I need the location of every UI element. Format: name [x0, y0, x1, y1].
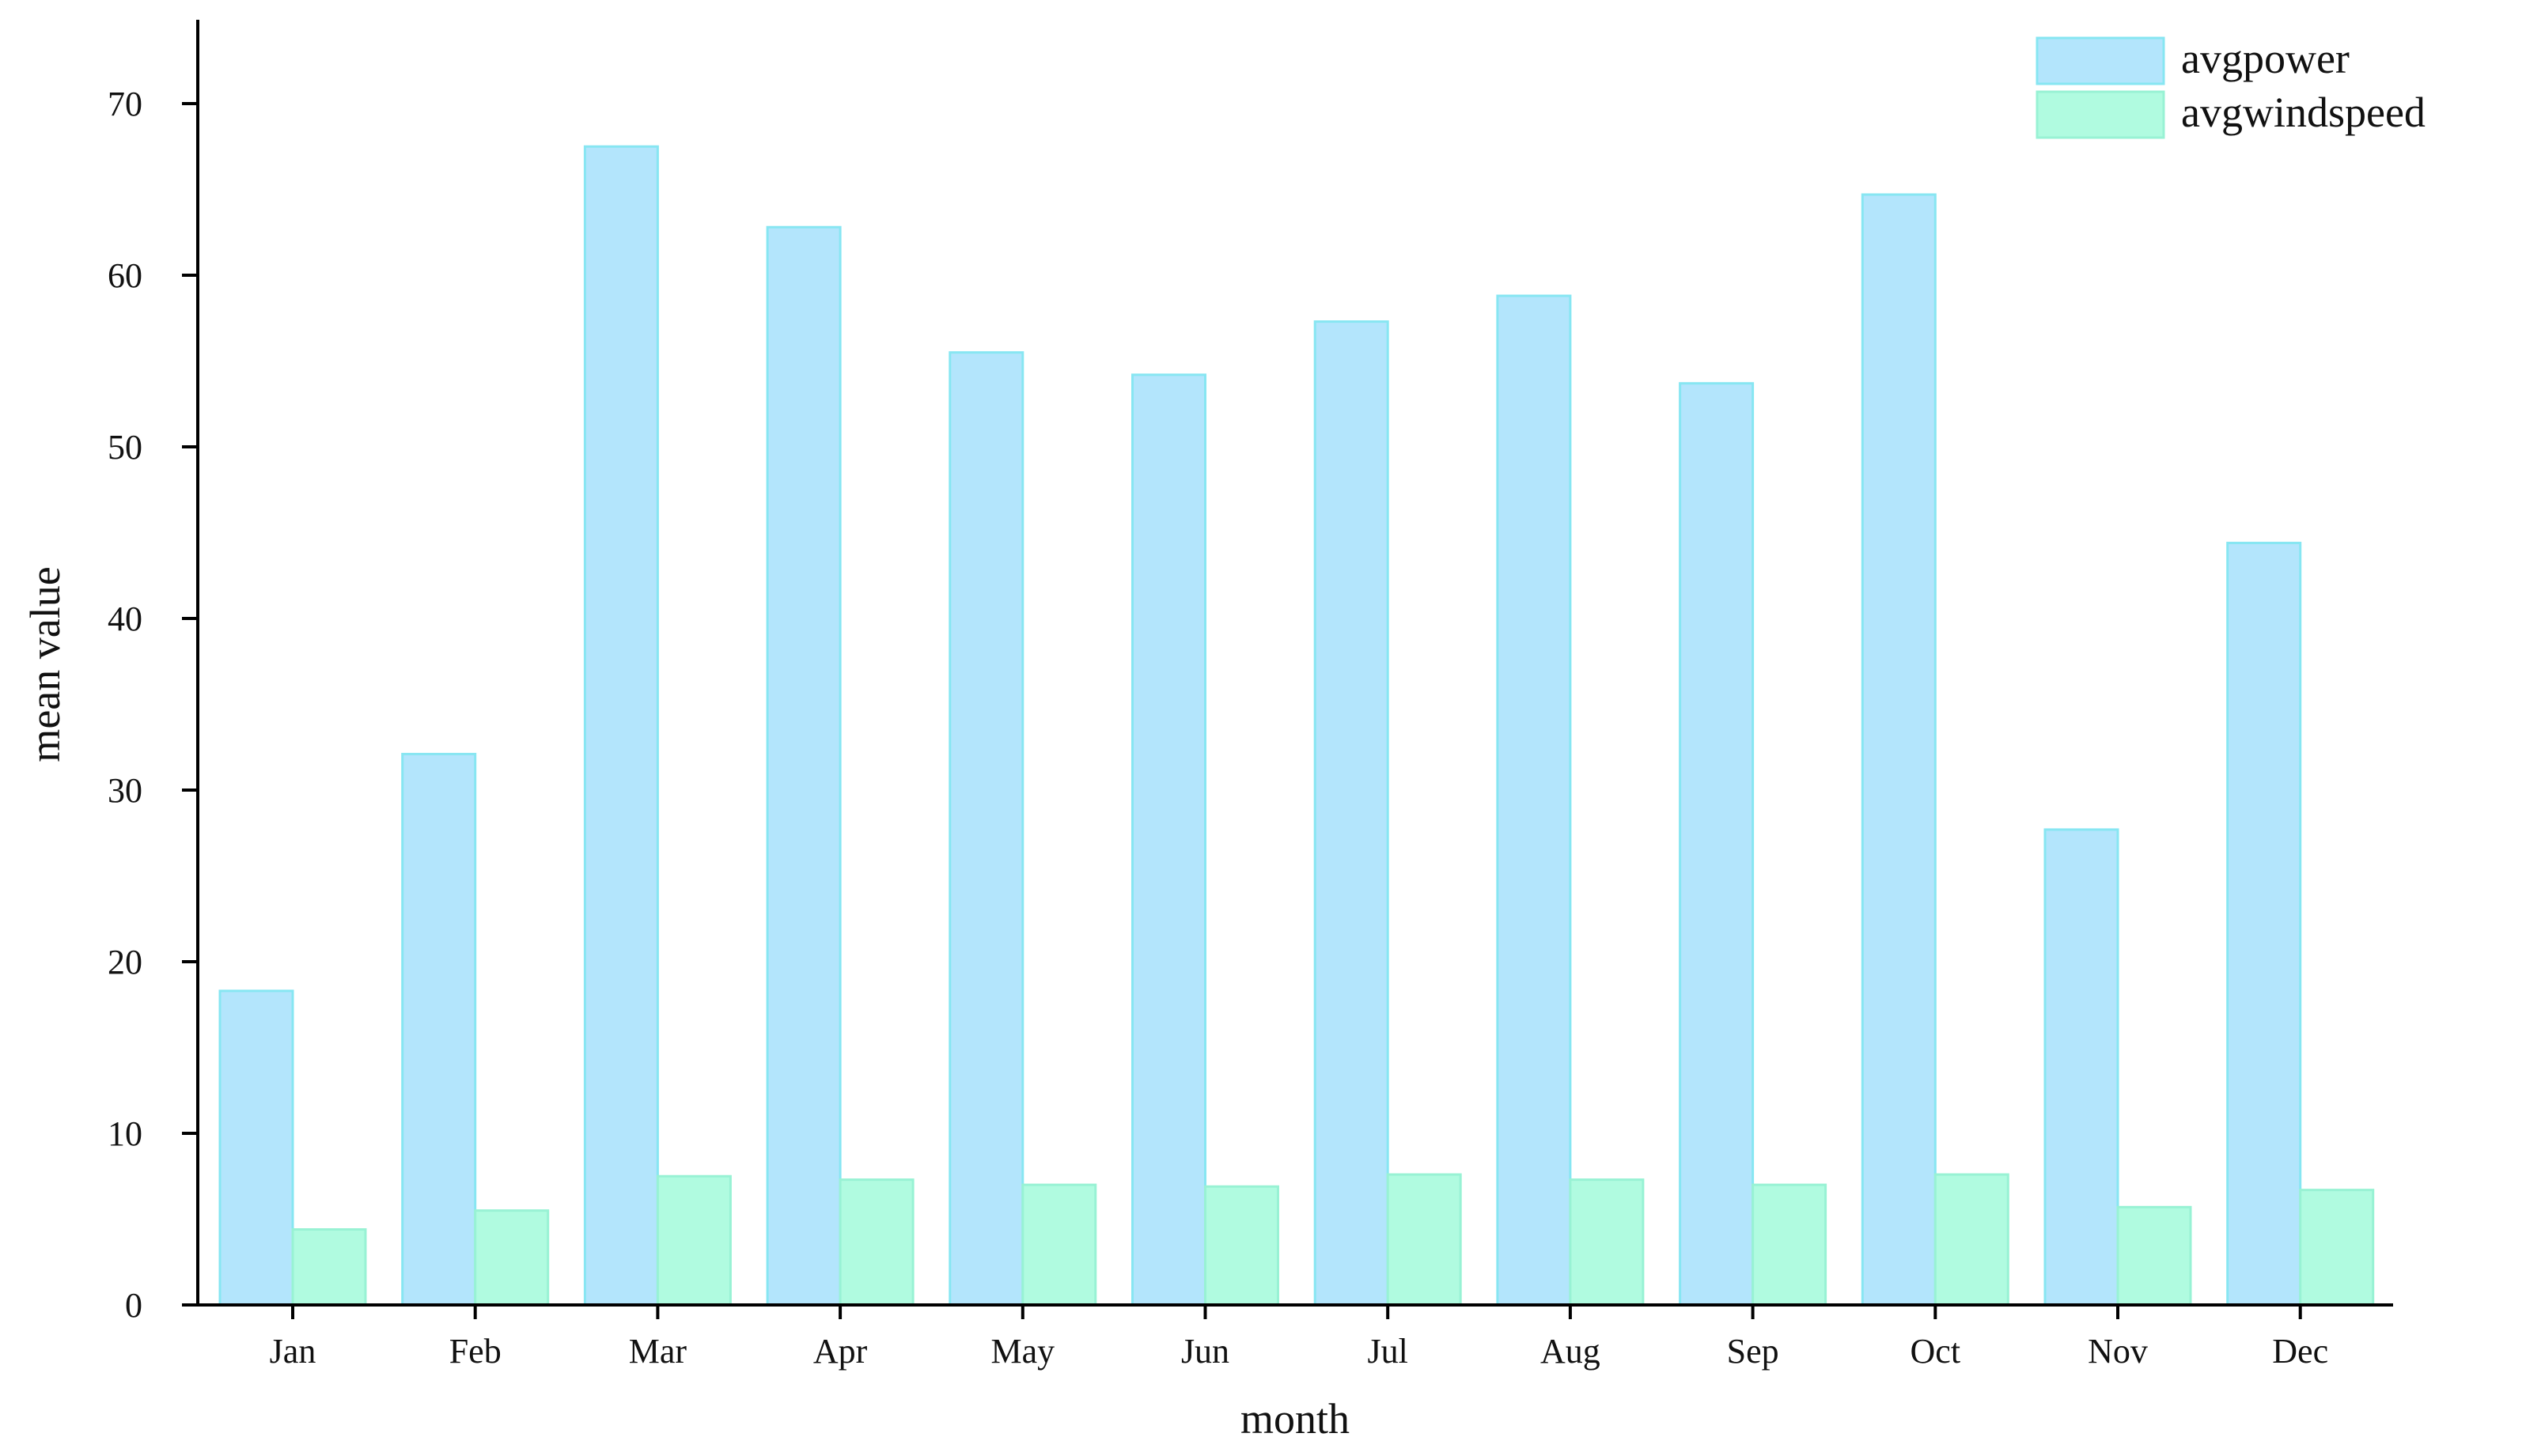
bar-avgwindspeed-jan [291, 1228, 367, 1307]
bar-avgwindspeed-jun [1204, 1185, 1279, 1307]
bar-avgpower-may [949, 351, 1024, 1307]
y-tick-label: 20 [108, 943, 142, 981]
bar-avgpower-aug [1496, 294, 1572, 1307]
bar-avgpower-jun [1131, 373, 1206, 1307]
legend-label-avgwindspeed: avgwindspeed [2181, 89, 2426, 136]
x-tick-label-apr: Apr [813, 1332, 868, 1371]
bar-avgwindspeed-oct [1933, 1173, 2009, 1307]
x-tick-label-aug: Aug [1540, 1332, 1600, 1371]
bar-avgwindspeed-nov [2116, 1205, 2192, 1307]
bar-avgwindspeed-mar [656, 1174, 732, 1307]
x-tick-label-sep: Sep [1727, 1332, 1779, 1371]
bar-avgpower-oct [1861, 193, 1937, 1307]
x-tick-label-jan: Jan [270, 1332, 316, 1371]
x-tick-label-feb: Feb [449, 1332, 502, 1371]
bar-avgpower-apr [766, 225, 842, 1307]
legend: avgpower avgwindspeed [2036, 35, 2426, 139]
x-tick-label-jul: Jul [1368, 1332, 1408, 1371]
legend-label-avgpower: avgpower [2181, 35, 2350, 82]
y-tick-label: 60 [108, 256, 142, 295]
x-tick-label-dec: Dec [2272, 1332, 2328, 1371]
bar-avgwindspeed-feb [474, 1209, 550, 1307]
bar-avgwindspeed-sep [1752, 1183, 1827, 1307]
y-tick-label: 50 [108, 428, 142, 467]
bar-avgwindspeed-jul [1386, 1173, 1462, 1307]
y-axis-title: mean value [21, 566, 69, 762]
y-axis-ticks: 0 10 20 30 40 50 60 70 [108, 85, 198, 1325]
x-tick-label-oct: Oct [1911, 1332, 1961, 1371]
bar-avgpower-nov [2043, 828, 2119, 1307]
bar-avgpower-mar [583, 145, 659, 1307]
axes-layer [196, 20, 2393, 1307]
bar-avgpower-sep [1679, 382, 1755, 1307]
bar-avgpower-feb [401, 752, 477, 1307]
bar-avgpower-jan [218, 989, 294, 1307]
bar-avgwindspeed-aug [1569, 1178, 1645, 1307]
x-tick-label-may: May [990, 1332, 1055, 1371]
y-tick-label: 0 [125, 1286, 142, 1325]
x-tick-label-nov: Nov [2088, 1332, 2148, 1371]
legend-swatch-avgwindspeed [2036, 90, 2165, 139]
bar-avgwindspeed-apr [839, 1178, 915, 1307]
y-tick-label: 30 [108, 771, 142, 810]
y-tick-label: 10 [108, 1114, 142, 1153]
legend-swatch-avgpower [2036, 36, 2165, 85]
x-tick-label-jun: Jun [1181, 1332, 1229, 1371]
bar-avgpower-jul [1313, 320, 1389, 1307]
bars-layer [218, 145, 2375, 1307]
x-axis-title: month [1240, 1395, 1350, 1443]
y-tick-label: 40 [108, 599, 142, 638]
y-tick-label: 70 [108, 85, 142, 123]
bar-avgwindspeed-may [1021, 1183, 1097, 1307]
bar-avgpower-dec [2226, 542, 2302, 1307]
x-tick-label-mar: Mar [629, 1332, 687, 1371]
bar-avgwindspeed-dec [2299, 1189, 2375, 1307]
x-axis-ticks: Jan Feb Mar Apr May Jun Jul Aug Sep Oct Nov Dec [270, 1305, 2328, 1371]
